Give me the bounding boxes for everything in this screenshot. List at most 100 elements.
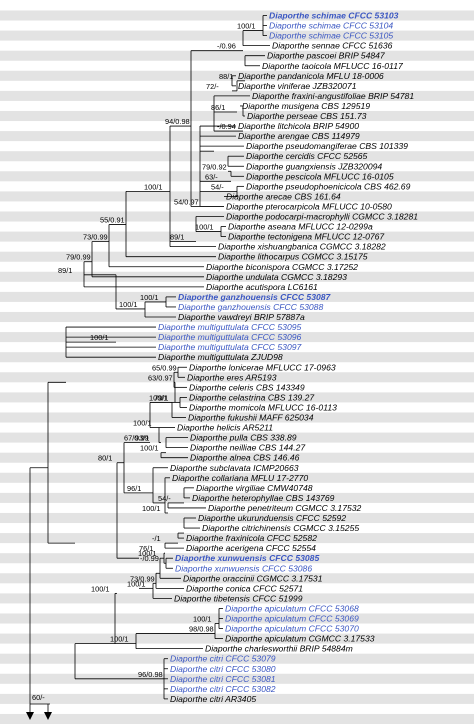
taxon-label: Diaporthe xunwuensis CFCC 53086 [175,563,312,573]
row-band [0,553,474,564]
support-value: 79/1 [154,393,168,402]
row-band [0,372,474,383]
row-band [0,332,474,343]
taxon-label: Diaporthe cercidis CFCC 52565 [246,151,368,161]
support-value: 86/1 [211,103,225,112]
taxon-label: Diaporthe collariana MFLU 17-2770 [172,473,308,483]
taxon-label: Diaporthe schimae CFCC 53105 [269,31,393,41]
row-band [0,452,474,463]
support-value: 96/0.98 [138,670,163,679]
taxon-label: Diaporthe alnea CBS 146.46 [190,453,300,463]
taxon-label: Diaporthe xunwuensis CFCC 53085 [175,553,319,563]
support-value: 100/1 [193,615,212,624]
taxon-label: Diaporthe pterocarpicola MFLUCC 10-0580 [226,201,392,211]
row-band [0,593,474,604]
row-band [0,432,474,443]
taxon-label: Diaporthe momicola MFLUCC 16-0113 [189,402,337,412]
support-value: 100/1 [149,393,168,402]
row-band [0,533,474,544]
taxon-label: Diaporthe multiguttulata CFCC 53096 [158,332,302,342]
taxon-label: Diaporthe citri CFCC 53080 [170,664,276,674]
support-value: 100/1 [142,504,161,513]
taxon-label: Diaporthe viniferae JZB320071 [238,81,357,91]
taxon-label: Diaporthe penetriteum CGMCC 3.17532 [208,503,362,513]
support-value: 73/0.99 [130,574,155,583]
row-band [0,713,474,724]
taxon-label: Diaporthe biconispora CGMCC 3.17252 [206,262,358,272]
support-value: 65/0.99 [152,363,177,372]
row-band [0,271,474,282]
taxon-label: Diaporthe multiguttulata CFCC 53095 [158,322,302,332]
support-value: 93/1 [135,434,149,443]
support-value: 55/0.91 [100,216,125,225]
taxon-label: Diaporthe multiguttulata CFCC 53097 [158,342,303,352]
taxon-label: Diaporthe pseudomangiferae CBS 101339 [246,141,408,151]
support-value: -/0.96 [217,42,236,51]
support-value: 63/- [205,172,218,181]
taxon-label: Diaporthe pseudophoenicicola CBS 462.69 [246,181,411,191]
row-band [0,50,474,61]
taxon-label: Diaporthe arecae CBS 161.64 [226,191,341,201]
support-value: 100/1 [133,419,152,428]
support-value: 98/0.98 [189,625,214,634]
taxon-label: Diaporthe aseana MFLUCC 12-0299a [228,222,373,232]
support-values: 100/1-/0.9672/-86/1-/0.9454/0.9779/0.926… [32,22,256,702]
support-value: 89/1 [170,233,184,242]
taxon-label: Diaporthe litchicola BRIP 54900 [238,121,359,131]
taxon-label: Diaporthe perseae CBS 151.73 [247,111,367,121]
support-value: 60/- [32,693,45,702]
taxon-label: Diaporthe tibetensis CFCC 51999 [174,593,303,603]
support-value: -/0.99 [140,554,159,563]
support-value: 79/0.99 [66,253,91,262]
row-band [0,412,474,423]
taxon-label: Diaporthe citri CFCC 53079 [170,654,276,664]
support-value: 94/0.98 [165,117,190,126]
taxon-label: Diaporthe oraccinii CGMCC 3.17531 [183,573,323,583]
row-band [0,633,474,644]
taxon-label: Diaporthe vawdreyi BRIP 57887a [178,312,305,322]
row-band [0,472,474,483]
taxon-label: Diaporthe apiculatum CFCC 53069 [225,614,359,624]
taxon-label: Diaporthe musigena CBS 129519 [242,101,370,111]
taxon-label: Diaporthe schimae CFCC 53103 [269,11,399,21]
taxon-label: Diaporthe citrichinensis CGMCC 3.15255 [202,523,359,533]
support-value: 67/0.99 [124,434,149,443]
row-band [0,291,474,302]
support-value: 72/- [206,82,219,91]
taxon-label: Diaporthe subclavata ICMP20663 [170,463,299,473]
support-value: 76/1 [139,544,153,553]
outgroup-arrow-head [26,712,34,720]
taxon-label: Diaporthe xishuangbanica CGMCC 3.18282 [218,242,386,252]
support-value: 100/1 [127,579,146,588]
row-band [0,653,474,664]
taxon-label: Diaporthe helicis AR5211 [177,423,273,433]
support-value: 63/0.97 [148,373,173,382]
row-band [0,110,474,122]
support-value: 100/1 [110,635,129,644]
row-band [0,573,474,584]
row-band [0,251,474,262]
taxon-label: Diaporthe ganzhouensis CFCC 53087 [178,292,332,302]
support-value: 80/1 [98,454,112,463]
row-band [0,70,474,81]
row-band [0,673,474,684]
taxon-label: Diaporthe lonicerae MFLUCC 17-0963 [189,362,336,372]
taxon-label: Diaporthe pescicola MFLUCC 16-0105 [246,171,394,181]
support-value: 96/1 [127,484,141,493]
taxon-label: Diaporthe citri CFCC 53081 [170,674,276,684]
taxon-label: Diaporthe multiguttulata ZJUD98 [158,352,283,362]
support-value: 79/0.92 [202,162,227,171]
taxon-label: Diaporthe undulata CGMCC 3.18293 [206,272,347,282]
row-band [0,492,474,503]
taxon-label: Diaporthe acerigena CFCC 52554 [186,543,316,553]
taxon-label: Diaporthe citri CFCC 53082 [170,684,276,694]
support-value: 54/- [158,494,171,503]
taxon-label: Diaporthe celeris CBS 143349 [189,382,305,392]
taxon-label: Diaporthe apiculatum CGMCC 3.17533 [225,634,375,644]
taxon-label: Diaporthe celastrina CBS 139.27 [189,392,315,402]
row-bands [0,10,474,724]
row-band [0,693,474,704]
taxon-label: Diaporthe ukurunduensis CFCC 52592 [198,513,346,523]
support-value: 100/1 [144,182,163,191]
